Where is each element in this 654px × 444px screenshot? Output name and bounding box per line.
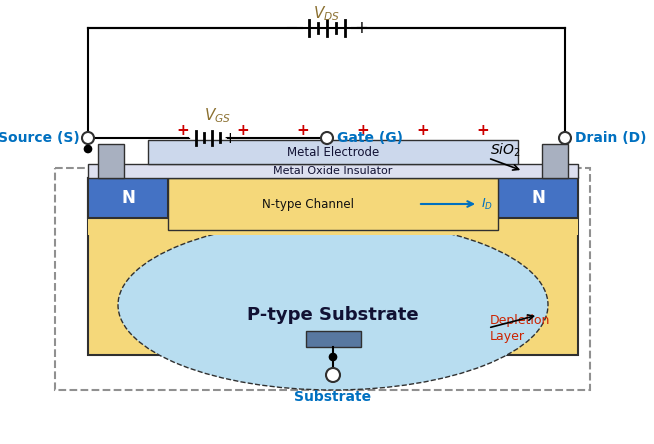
- Bar: [98, 144, 124, 178]
- Bar: [88, 178, 578, 355]
- Text: $SiO_2$: $SiO_2$: [490, 141, 521, 159]
- Text: Metal Electrode: Metal Electrode: [287, 146, 379, 159]
- Bar: [55, 168, 590, 390]
- Bar: [88, 178, 578, 235]
- Text: +: +: [224, 131, 236, 146]
- Text: $I_D$: $I_D$: [481, 196, 493, 211]
- Circle shape: [559, 132, 571, 144]
- Text: N: N: [121, 189, 135, 207]
- Text: $V_{GS}$: $V_{GS}$: [204, 107, 231, 125]
- Circle shape: [321, 132, 333, 144]
- Bar: [88, 164, 578, 178]
- Circle shape: [326, 368, 340, 382]
- Bar: [542, 144, 568, 178]
- Text: Depletion: Depletion: [490, 313, 551, 326]
- Bar: [88, 178, 168, 218]
- Text: +: +: [177, 123, 190, 138]
- Text: Metal Oxide Insulator: Metal Oxide Insulator: [273, 166, 392, 176]
- Text: −: −: [284, 19, 298, 37]
- Text: Source (S): Source (S): [0, 131, 80, 145]
- Text: Substrate: Substrate: [294, 390, 371, 404]
- Text: P-type Substrate: P-type Substrate: [247, 306, 419, 324]
- Text: Gate (G): Gate (G): [337, 131, 403, 145]
- Text: +: +: [237, 123, 249, 138]
- Bar: [498, 178, 578, 218]
- Text: N-type Channel: N-type Channel: [262, 198, 354, 210]
- Bar: [168, 178, 498, 230]
- Circle shape: [330, 353, 337, 361]
- Bar: [148, 140, 518, 164]
- Text: N: N: [531, 189, 545, 207]
- Text: +: +: [477, 123, 489, 138]
- Text: Layer: Layer: [490, 329, 525, 342]
- Bar: [305, 331, 360, 347]
- Ellipse shape: [118, 220, 548, 390]
- Text: +: +: [297, 123, 309, 138]
- Text: +: +: [354, 19, 368, 37]
- Circle shape: [82, 132, 94, 144]
- Text: −: −: [179, 131, 192, 146]
- Text: +: +: [417, 123, 430, 138]
- Circle shape: [84, 146, 92, 152]
- Text: $V_{DS}$: $V_{DS}$: [313, 4, 340, 24]
- Text: Drain (D): Drain (D): [575, 131, 647, 145]
- Text: +: +: [356, 123, 370, 138]
